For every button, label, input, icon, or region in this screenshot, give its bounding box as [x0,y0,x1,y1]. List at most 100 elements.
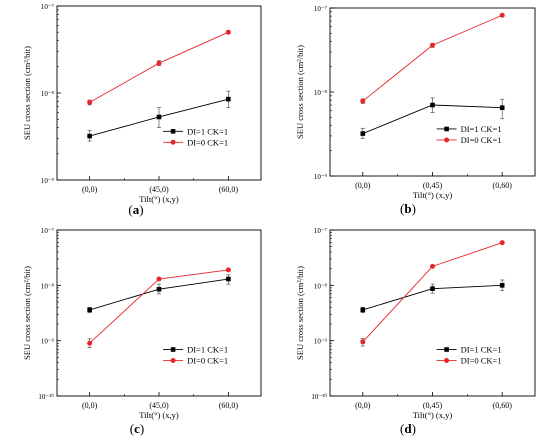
data-point [156,276,162,282]
y-tick-label: 10⁻⁹ [41,177,55,185]
y-tick-label: 10⁻⁷ [314,227,328,235]
y-tick-label: 10⁻⁹ [314,338,328,346]
series-di1-ck1 [360,279,505,314]
data-point [87,99,93,105]
legend-label: DI=0 CK=1 [187,356,228,366]
series-di0-ck1 [360,12,505,104]
series-di0-ck1 [360,240,505,347]
series-di1-ck1 [360,97,505,139]
x-axis-label: Tilt(°) (x,y) [139,194,179,204]
legend-entry: DI=0 CK=1 [436,135,502,145]
legend-marker [170,347,176,352]
y-tick-label: 10⁻⁷ [41,3,55,11]
series-di1-ck1 [87,274,231,314]
legend-label: DI=0 CK=1 [461,135,502,145]
y-tick-label: 10⁻¹⁰ [38,393,54,401]
legend-entry: DI=1 CK=1 [163,345,228,355]
x-tick-label: (60,0) [219,401,239,410]
data-point [87,307,92,313]
series-line [89,31,229,103]
data-point [360,98,366,104]
x-tick-label: (0,0) [355,181,371,190]
plot-frame [329,229,536,397]
panel-caption: (d) [400,421,416,436]
y-axis-label: SEU cross section (cm²/bit) [295,266,305,360]
legend-marker [170,128,176,134]
legend-entry: DI=0 CK=1 [436,356,502,366]
panel-caption: (b) [400,201,416,216]
data-point [226,276,231,282]
x-axis-label: Tilt(°) (x,y) [413,190,453,200]
series-di0-ck1 [87,29,231,106]
legend-label: DI=1 CK=1 [461,345,502,355]
legend-label: DI=1 CK=1 [461,124,502,134]
data-point [430,286,435,291]
x-tick-label: (60,0) [219,185,239,194]
data-point [226,96,231,102]
legend-marker [444,137,450,143]
panel-c: 10⁻¹⁰ 10⁻⁹ 10⁻⁸ 10⁻⁷ (0,0) (45,0) (60,0) Tilt(°… [22,227,262,436]
legend-entry: DI=0 CK=1 [163,356,228,366]
x-tick-label: (45,0) [149,185,169,194]
series-line [89,278,229,311]
y-tick-label: 10⁻⁷ [314,5,328,13]
legend-entry: DI=1 CK=1 [163,126,228,136]
y-tick-label: 10⁻⁸ [41,90,55,98]
data-point [87,133,92,139]
data-point [430,42,435,48]
x-axis-label: Tilt(°) (x,y) [139,410,179,420]
y-axis-label: SEU cross section (cm²/bit) [22,46,32,140]
panel-a: 10⁻⁹ 10⁻⁸ 10⁻⁷ (0,0) (45,0) (60,0) Tilt(°) (x,… [22,3,262,217]
data-point [225,29,231,35]
x-tick-label: (0,60) [493,181,513,190]
data-point [499,12,505,18]
legend-label: DI=0 CK=1 [461,356,502,366]
y-tick-label: 10⁻⁹ [314,173,328,181]
x-tick-label: (0,0) [82,401,98,410]
plot-frame [56,229,262,397]
panel-d: 10⁻¹⁰ 10⁻⁹ 10⁻⁸ 10⁻⁷ (0,0) (0,45) (0,60) Tilt(°… [295,227,536,436]
y-tick-label: 10⁻⁸ [314,282,328,290]
y-tick-label: 10⁻¹⁰ [311,393,327,401]
panel-caption: (a) [128,202,143,217]
data-point [87,340,93,346]
data-point [499,283,505,288]
legend-label: DI=0 CK=1 [187,137,228,147]
series-di1-ck1 [87,90,231,142]
x-tick-label: (0,60) [493,401,513,410]
data-point [156,60,162,66]
x-tick-label: (0,0) [355,401,371,410]
plot-frame [329,7,536,177]
data-point [156,286,162,292]
legend-marker [170,358,176,364]
y-tick-label: 10⁻⁹ [41,338,55,346]
panel-b: 10⁻⁹ 10⁻⁸ 10⁻⁷ (0,0) (0,45) (0,60) Tilt(°) (x,… [295,5,536,216]
legend-marker [444,358,450,364]
y-axis-label: SEU cross section (cm²/bit) [22,266,32,360]
legend-entry: DI=0 CK=1 [163,137,228,147]
data-point [430,102,435,108]
y-axis-label: SEU cross section (cm²/bit) [295,45,305,139]
data-point [156,114,162,120]
legend-marker [170,139,176,145]
legend-entry: DI=1 CK=1 [436,345,502,355]
x-axis-label: Tilt(°) (x,y) [413,410,453,420]
legend-marker [444,347,449,352]
y-tick-label: 10⁻⁸ [41,282,55,290]
panel-caption: (c) [130,421,144,436]
x-tick-label: (0,45) [423,401,443,410]
x-tick-label: (45,0) [149,401,169,410]
data-point [225,267,231,273]
legend-label: DI=1 CK=1 [187,345,228,355]
data-point [360,131,366,136]
data-point [499,240,505,246]
legend-entry: DI=1 CK=1 [436,124,502,134]
x-tick-label: (0,45) [423,181,443,190]
data-point [360,339,366,345]
x-tick-label: (0,0) [82,185,98,194]
data-point [499,105,505,111]
series-line [362,14,503,102]
series-di0-ck1 [87,267,231,348]
y-tick-label: 10⁻⁷ [41,227,55,235]
